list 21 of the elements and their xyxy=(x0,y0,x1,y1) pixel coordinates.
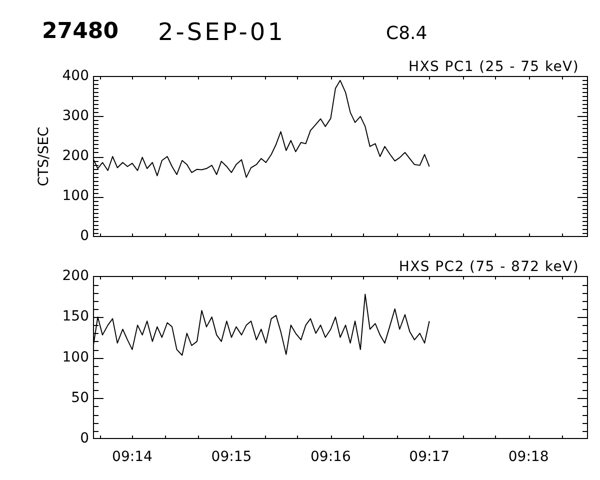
text: 27480 xyxy=(42,19,119,44)
x-tick-label: 09:14 xyxy=(112,449,152,466)
chart-title: HXS PC2 (75 - 872 keV) xyxy=(398,259,579,275)
y-tick-label: 100 xyxy=(62,349,89,366)
chart-title: HXS PC1 (25 - 75 keV) xyxy=(408,59,579,75)
x-tick-label: 09:17 xyxy=(409,449,450,466)
y-tick-label: 0 xyxy=(80,430,89,447)
y-tick-label: 50 xyxy=(71,390,89,406)
y-tick-label: 100 xyxy=(62,188,89,204)
x-tick-label: 09:16 xyxy=(310,449,351,466)
y-axis-title: CTS/SEC xyxy=(36,126,52,186)
text: C8.4 xyxy=(386,23,428,44)
x-tick-label: 09:18 xyxy=(508,449,549,466)
x-tick-label: 09:15 xyxy=(211,449,252,466)
y-tick-label: 0 xyxy=(80,228,89,244)
y-tick-label: 200 xyxy=(62,148,89,164)
text: 2-SEP-01 xyxy=(158,18,286,46)
y-tick-label: 400 xyxy=(62,68,89,84)
y-tick-label: 300 xyxy=(62,108,89,124)
y-tick-label: 200 xyxy=(62,268,89,284)
y-tick-label: 150 xyxy=(62,308,89,325)
